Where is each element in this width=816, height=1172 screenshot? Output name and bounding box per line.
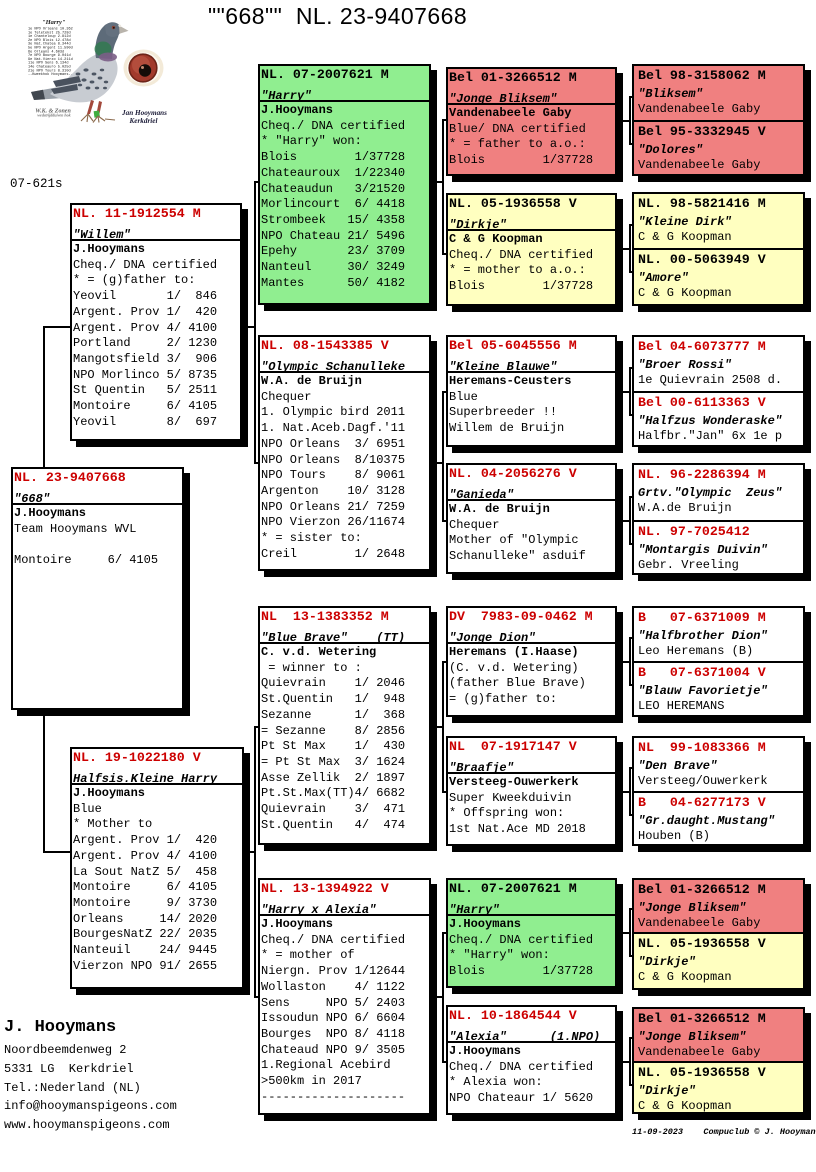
svg-text:11e NPO Sens 6.134d: 11e NPO Sens 6.134d — [28, 61, 68, 66]
svg-text:9e Nat.Vierzo 14.211d: 9e Nat.Vierzo 14.211d — [28, 57, 73, 62]
svg-text:wedstrijdduiven hok: wedstrijdduiven hok — [37, 113, 70, 118]
svg-text:"Harry": "Harry" — [42, 19, 66, 26]
svg-text:3e Nat.Chatea 8.344d: 3e Nat.Chatea 8.344d — [28, 42, 71, 47]
svg-text:Jan Hooymans: Jan Hooymans — [121, 109, 167, 117]
svg-text:7e NPO Bourge 9.041d: 7e NPO Bourge 9.041d — [28, 53, 71, 58]
svg-text:21e NPO Tours 8.310d: 21e NPO Tours 8.310d — [28, 68, 71, 73]
svg-text:1e Teletekst 25.728d: 1e Teletekst 25.728d — [28, 30, 71, 35]
svg-text:--Kweekhok Hooymans--: --Kweekhok Hooymans-- — [28, 72, 73, 77]
svg-text:2e NPO Blois 12.478d: 2e NPO Blois 12.478d — [28, 38, 71, 43]
svg-text:Kerkdriel: Kerkdriel — [129, 117, 158, 125]
svg-text:5e NPO Argent 11.590d: 5e NPO Argent 11.590d — [28, 46, 73, 51]
svg-text:W.K. & Zonen: W.K. & Zonen — [35, 109, 71, 115]
svg-text:6e Orleans 4.603d: 6e Orleans 4.603d — [28, 49, 64, 54]
svg-text:1e NPO Orleans 10.362: 1e NPO Orleans 10.362 — [28, 27, 73, 32]
svg-text:14e Chateauro 5.025d: 14e Chateauro 5.025d — [28, 65, 71, 70]
svg-text:1e Chanteloup 2.812d: 1e Chanteloup 2.812d — [28, 34, 71, 39]
